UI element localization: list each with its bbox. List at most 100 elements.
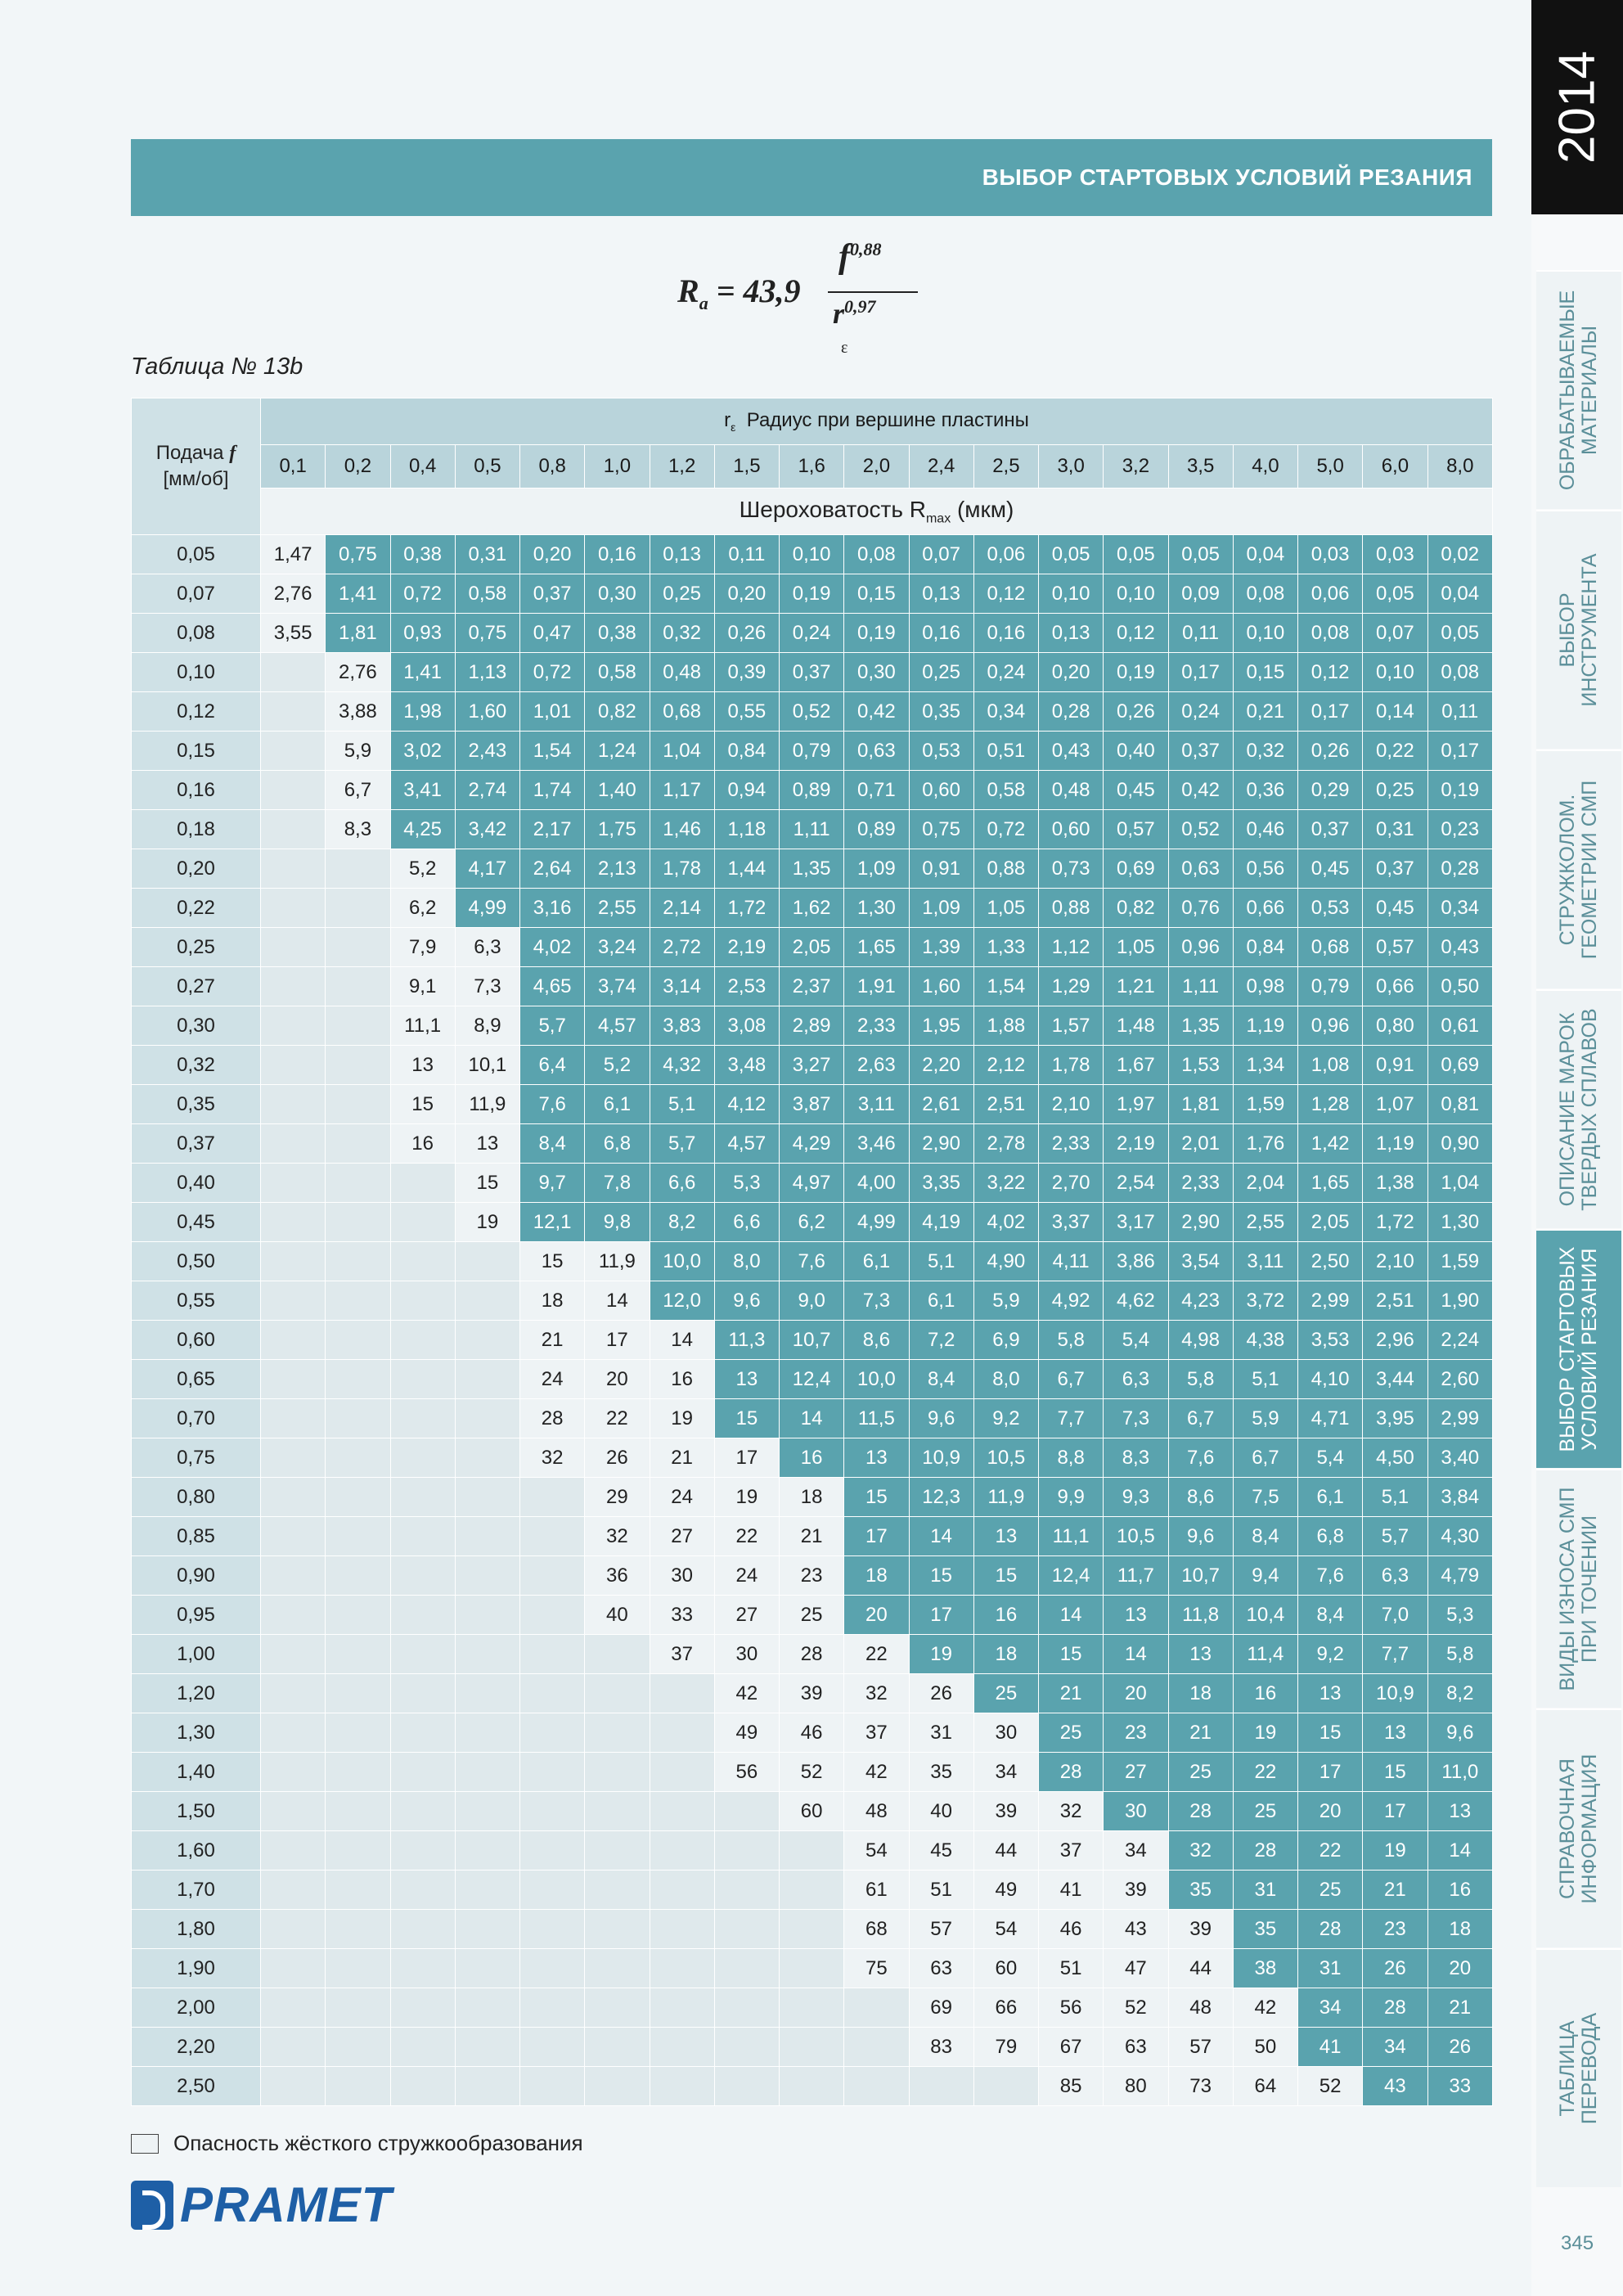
danger-cell: 66 [973, 1988, 1040, 2028]
feed-value: 1,30 [131, 1713, 261, 1753]
empty-cell [713, 1948, 780, 1988]
value-cell: 4,19 [908, 1202, 974, 1242]
value-cell: 1,30 [1427, 1202, 1494, 1242]
value-cell: 0,20 [519, 534, 586, 574]
value-cell: 0,50 [1427, 966, 1494, 1006]
value-cell: 7,6 [519, 1084, 586, 1124]
value-cell: 0,34 [973, 691, 1040, 732]
danger-cell: 8,9 [454, 1006, 521, 1046]
sidebar-tab[interactable]: ВЫБОР СТАРТОВЫХ УСЛОВИЙ РЕЗАНИЯ [1536, 1229, 1621, 1468]
feed-value: 0,18 [131, 809, 261, 849]
value-cell: 9,2 [973, 1398, 1040, 1438]
danger-cell: 15 [454, 1163, 521, 1203]
value-cell: 1,01 [519, 691, 586, 732]
empty-cell [325, 1555, 391, 1596]
empty-cell [325, 1752, 391, 1792]
legend-swatch [131, 2133, 159, 2154]
empty-cell [259, 1752, 326, 1792]
value-cell: 0,13 [908, 574, 974, 614]
danger-cell: 54 [973, 1909, 1040, 1949]
value-cell: 2,55 [584, 888, 650, 928]
value-cell: 0,12 [973, 574, 1040, 614]
value-cell: 0,13 [649, 534, 715, 574]
value-cell: 2,90 [908, 1123, 974, 1164]
value-cell: 10,0 [843, 1359, 910, 1399]
table-row: 0,22 6,2 4,99 3,16 2,55 2,14 1,72 1,62 1,30 1,09 1… [131, 888, 1494, 928]
danger-cell: 24 [713, 1555, 780, 1596]
value-cell: 1,42 [1297, 1123, 1364, 1164]
value-cell: 0,57 [1103, 809, 1169, 849]
radius-column-header: 0,1 [259, 444, 326, 488]
value-cell: 0,79 [778, 731, 845, 771]
sidebar-tab[interactable]: ОБРАБАТЫВАЕМЫЕ МАТЕРИАЛЫ [1536, 270, 1621, 509]
value-cell: 4,90 [973, 1241, 1040, 1281]
feed-value: 0,15 [131, 731, 261, 771]
empty-cell [389, 1791, 456, 1831]
sidebar-tab[interactable]: ТАБЛИЦА ПЕРЕВОДА [1536, 1948, 1621, 2187]
value-cell: 14 [1037, 1595, 1104, 1635]
empty-cell [649, 1870, 715, 1910]
value-cell: 1,67 [1103, 1045, 1169, 1085]
value-cell: 0,06 [973, 534, 1040, 574]
value-cell: 14 [1427, 1830, 1494, 1871]
value-cell: 0,66 [1362, 966, 1428, 1006]
sidebar-tab[interactable]: СПРАВОЧНАЯ ИНФОРМАЦИЯ [1536, 1708, 1621, 1947]
table-row: 0,20 5,2 4,17 2,64 2,13 1,78 1,44 1,35 1,09 0,91 0… [131, 849, 1494, 889]
value-cell: 5,7 [519, 1006, 586, 1046]
empty-cell [389, 1752, 456, 1792]
feed-value: 1,40 [131, 1752, 261, 1792]
value-cell: 2,63 [843, 1045, 910, 1085]
empty-cell [259, 1555, 326, 1596]
value-cell: 4,17 [454, 849, 521, 889]
sidebar-tab[interactable]: СТРУЖКОЛОМ. ГЕОМЕТРИИ СМП [1536, 750, 1621, 988]
value-cell: 1,04 [1427, 1163, 1494, 1203]
table-row: 0,50 15 11,9 10,0 8,0 7,6 6,1 5,1 4,90 4,11 3,86 3,… [131, 1241, 1494, 1281]
value-cell: 25 [1297, 1870, 1364, 1910]
value-cell: 0,68 [649, 691, 715, 732]
sidebar-tab-label: СПРАВОЧНАЯ ИНФОРМАЦИЯ [1556, 1754, 1601, 1904]
value-cell: 1,19 [1232, 1006, 1299, 1046]
empty-cell [259, 888, 326, 928]
value-cell: 0,51 [973, 731, 1040, 771]
table-row: 0,08 3,55 1,81 0,93 0,75 0,47 0,38 0,32 0,26 0,24… [131, 613, 1494, 653]
feed-unit: [мм/об] [163, 468, 229, 490]
value-cell: 0,60 [908, 770, 974, 810]
value-cell: 0,12 [1103, 613, 1169, 653]
formula-lhs-sub: a [699, 293, 708, 313]
danger-cell: 17 [584, 1320, 650, 1360]
danger-cell: 24 [519, 1359, 586, 1399]
feed-value: 0,08 [131, 613, 261, 653]
table-row: 0,35 15 11,9 7,6 6,1 5,1 4,12 3,87 3,11 2,61 2,51 2… [131, 1084, 1494, 1124]
value-cell: 5,4 [1103, 1320, 1169, 1360]
legend: Опасность жёсткого стружкообразования [131, 2131, 583, 2156]
value-cell: 13 [843, 1438, 910, 1478]
empty-cell [259, 1320, 326, 1360]
value-cell: 2,90 [1167, 1202, 1234, 1242]
danger-cell: 20 [584, 1359, 650, 1399]
feed-value: 0,07 [131, 574, 261, 614]
value-cell: 0,69 [1427, 1045, 1494, 1085]
table-row: 2,20 83 79 67 63 57 50 41 34 26 [131, 2027, 1494, 2067]
value-cell: 9,6 [1167, 1516, 1234, 1556]
value-cell: 3,02 [389, 731, 456, 771]
value-cell: 4,65 [519, 966, 586, 1006]
value-cell: 11,1 [1037, 1516, 1104, 1556]
value-cell: 11,9 [973, 1477, 1040, 1517]
danger-cell: 7,3 [454, 966, 521, 1006]
sidebar-tab[interactable]: ВЫБОР ИНСТРУМЕНТА [1536, 510, 1621, 749]
danger-cell: 30 [713, 1634, 780, 1674]
formula-coefficient: = 43,9 [708, 272, 801, 309]
danger-cell: 48 [1167, 1988, 1234, 2028]
sidebar-tab[interactable]: ОПИСАНИЕ МАРОК ТВЕРДЫХ СПЛАВОВ [1536, 989, 1621, 1228]
empty-cell [713, 1909, 780, 1949]
value-cell: 0,28 [1427, 849, 1494, 889]
empty-cell [325, 1359, 391, 1399]
value-cell: 0,53 [908, 731, 974, 771]
value-cell: 26 [1362, 1948, 1428, 1988]
value-cell: 0,19 [1103, 652, 1169, 692]
sidebar-tab[interactable]: ВИДЫ ИЗНОСА СМП ПРИ ТОЧЕНИИ [1536, 1469, 1621, 1708]
value-cell: 0,25 [1362, 770, 1428, 810]
value-cell: 1,08 [1297, 1045, 1364, 1085]
empty-cell [259, 1830, 326, 1871]
value-cell: 0,08 [1232, 574, 1299, 614]
